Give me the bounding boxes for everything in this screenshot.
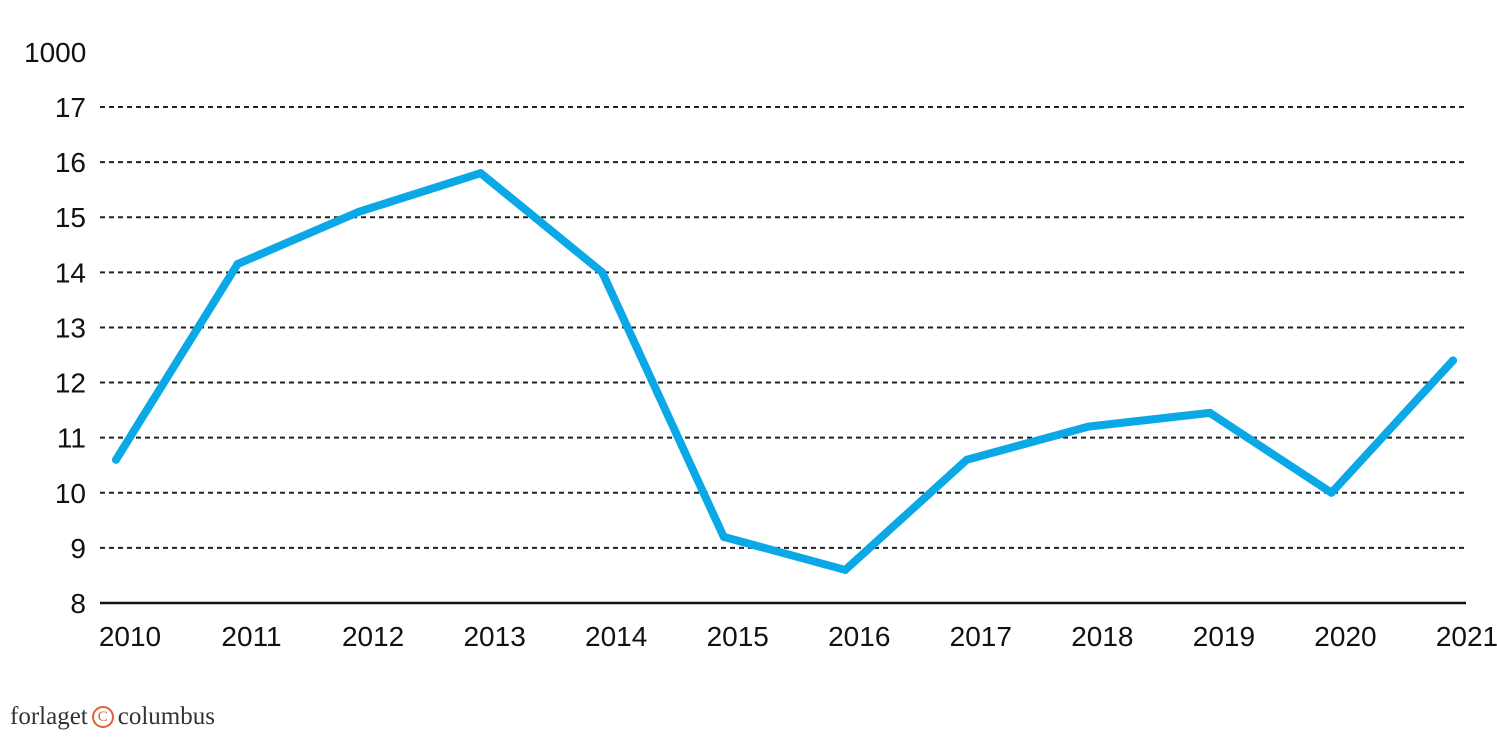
x-tick-label: 2015 bbox=[707, 621, 769, 652]
data-point bbox=[1327, 488, 1336, 497]
y-tick-label: 16 bbox=[55, 147, 86, 178]
data-point bbox=[598, 268, 607, 277]
data-point bbox=[233, 260, 242, 269]
x-tick-label: 2016 bbox=[828, 621, 890, 652]
y-tick-label: 10 bbox=[55, 478, 86, 509]
y-axis-unit-label: 1000 bbox=[24, 37, 86, 68]
x-tick-label: 2010 bbox=[99, 621, 161, 652]
y-tick-label: 9 bbox=[70, 533, 86, 564]
x-tick-label: 2018 bbox=[1071, 621, 1133, 652]
data-point bbox=[962, 455, 971, 464]
data-point bbox=[719, 532, 728, 541]
data-point bbox=[355, 207, 364, 216]
x-tick-label: 2012 bbox=[342, 621, 404, 652]
x-tick-label: 2011 bbox=[221, 621, 281, 652]
y-tick-label: 17 bbox=[55, 92, 86, 123]
series-group bbox=[112, 169, 1457, 574]
publisher-logo: forlaget C columbus bbox=[10, 700, 215, 734]
data-point bbox=[112, 455, 120, 464]
data-point bbox=[1449, 356, 1457, 365]
x-tick-label: 2019 bbox=[1193, 621, 1255, 652]
y-axis-tick-labels: 8 9 10 11 12 13 14 15 16 17 bbox=[55, 92, 86, 619]
y-tick-label: 11 bbox=[57, 423, 86, 454]
y-tick-label: 12 bbox=[55, 368, 86, 399]
y-tick-label: 13 bbox=[55, 312, 86, 343]
series-line-0 bbox=[112, 169, 1457, 574]
x-tick-label: 2020 bbox=[1314, 621, 1376, 652]
y-tick-label: 15 bbox=[55, 202, 86, 233]
y-tick-label: 8 bbox=[70, 588, 86, 619]
x-axis-tick-labels: 2010 2011 2012 2013 2014 2015 2016 2017 2018 2019… bbox=[99, 621, 1497, 652]
publisher-name-part1: forlaget bbox=[10, 703, 88, 730]
copyright-circle-icon: C bbox=[91, 706, 114, 728]
data-point bbox=[476, 169, 485, 178]
y-tick-label: 14 bbox=[55, 257, 86, 288]
data-point bbox=[1205, 408, 1214, 417]
data-point bbox=[1084, 422, 1093, 431]
data-point bbox=[841, 565, 850, 574]
gridlines bbox=[100, 106, 1466, 549]
x-tick-label: 2017 bbox=[950, 621, 1012, 652]
x-tick-label: 2021 bbox=[1436, 621, 1497, 652]
x-tick-label: 2013 bbox=[463, 621, 525, 652]
publisher-name-part2: columbus bbox=[117, 703, 215, 730]
x-tick-label: 2014 bbox=[585, 621, 647, 652]
